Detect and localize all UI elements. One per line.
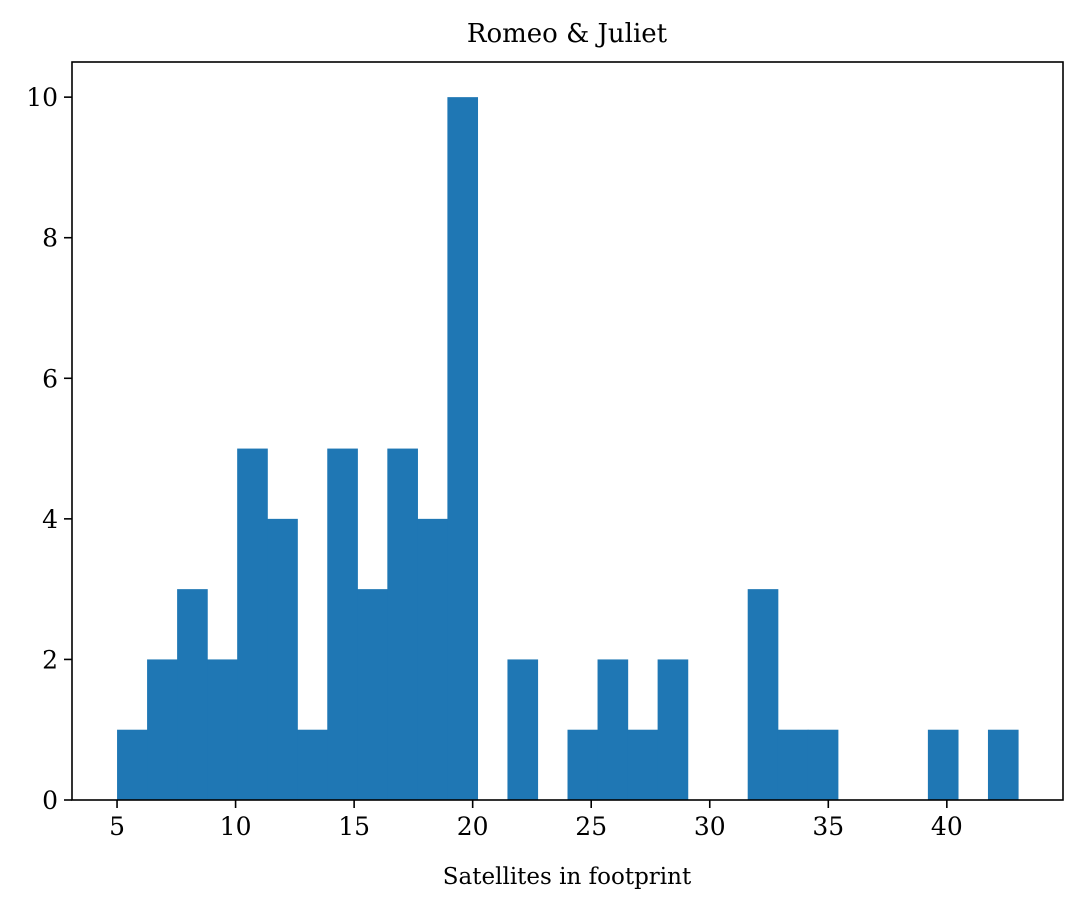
histogram-bar bbox=[297, 729, 328, 800]
histogram-bar bbox=[657, 659, 689, 800]
y-tick-label: 2 bbox=[42, 645, 58, 674]
histogram-bar bbox=[567, 729, 599, 800]
y-tick-label: 4 bbox=[42, 505, 58, 534]
y-tick-label: 10 bbox=[26, 83, 58, 112]
histogram-bar bbox=[327, 448, 358, 800]
x-tick-label: 15 bbox=[338, 812, 370, 841]
x-tick-label: 30 bbox=[694, 812, 726, 841]
x-axis-label: Satellites in footprint bbox=[443, 864, 692, 890]
chart-title: Romeo & Juliet bbox=[467, 19, 668, 49]
histogram-bar bbox=[267, 518, 298, 800]
x-tick-label: 5 bbox=[109, 812, 125, 841]
x-tick-label: 20 bbox=[457, 812, 489, 841]
x-tick-label: 35 bbox=[812, 812, 844, 841]
histogram-bar bbox=[507, 659, 539, 800]
plot-frame bbox=[71, 61, 1064, 801]
y-tick-label: 6 bbox=[42, 364, 58, 393]
histogram-bar bbox=[927, 729, 959, 800]
histogram-bar bbox=[447, 97, 479, 800]
bars-group bbox=[117, 97, 1019, 800]
histogram-bar bbox=[987, 729, 1019, 800]
y-tick-label: 8 bbox=[42, 224, 58, 253]
x-axis: 5 10 15 20 25 30 35 40 bbox=[109, 800, 963, 841]
histogram-bar bbox=[117, 729, 148, 800]
histogram-bar bbox=[807, 729, 839, 800]
histogram-bar bbox=[777, 729, 809, 800]
histogram-bar bbox=[207, 659, 238, 800]
histogram-bar bbox=[177, 589, 208, 800]
histogram-bar bbox=[627, 729, 659, 800]
histogram-bar bbox=[597, 659, 629, 800]
histogram-bar bbox=[357, 589, 388, 800]
histogram-bar bbox=[387, 448, 418, 800]
histogram-bar bbox=[747, 589, 779, 800]
histogram-bar bbox=[147, 659, 178, 800]
histogram-bar bbox=[417, 518, 448, 800]
x-tick-label: 25 bbox=[575, 812, 607, 841]
y-tick-label: 0 bbox=[42, 786, 58, 815]
histogram-bar bbox=[237, 448, 268, 800]
x-tick-label: 10 bbox=[220, 812, 252, 841]
y-axis: 0 2 4 6 8 10 bbox=[26, 83, 72, 815]
x-tick-label: 40 bbox=[931, 812, 963, 841]
